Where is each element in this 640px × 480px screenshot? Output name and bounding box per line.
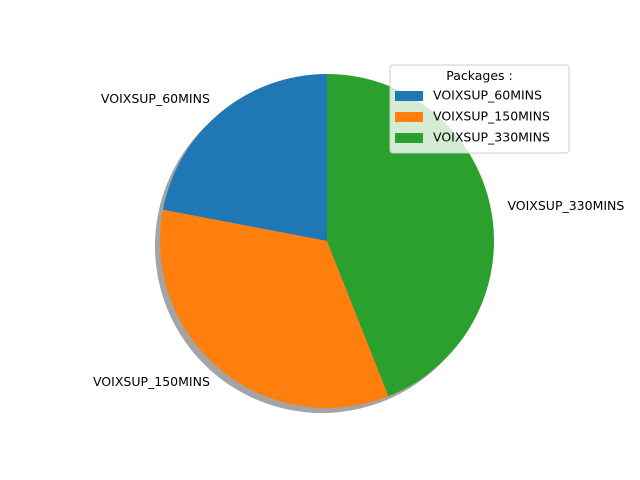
legend-frame [389,64,570,154]
pie-slice-voixsup-150mins [159,209,389,409]
legend-label-voixsup-60mins: VOIXSUP_60MINS [433,88,542,103]
legend-swatch-voixsup-150mins [395,112,423,122]
slice-label-voixsup-60mins: VOIXSUP_60MINS [101,91,210,106]
pie-slice-voixsup-60mins [162,74,327,241]
legend-items: VOIXSUP_60MINS VOIXSUP_150MINS VOIXSUP_330… [395,88,550,145]
legend-label-voixsup-150mins: VOIXSUP_150MINS [433,109,550,124]
pie-slice-voixsup-330mins [327,74,495,397]
legend-swatch-voixsup-60mins [395,91,423,101]
pie-slices [159,74,495,409]
legend: Packages : VOIXSUP_60MINS VOIXSUP_150MINS… [389,64,570,154]
legend-swatch-voixsup-330mins [395,133,423,143]
legend-title: Packages : [446,68,513,83]
legend-label-voixsup-330mins: VOIXSUP_330MINS [433,130,550,145]
slice-labels: VOIXSUP_60MINS VOIXSUP_150MINS VOIXSUP_330… [93,91,624,389]
slice-label-voixsup-330mins: VOIXSUP_330MINS [507,198,624,213]
slice-label-voixsup-150mins: VOIXSUP_150MINS [93,374,210,389]
